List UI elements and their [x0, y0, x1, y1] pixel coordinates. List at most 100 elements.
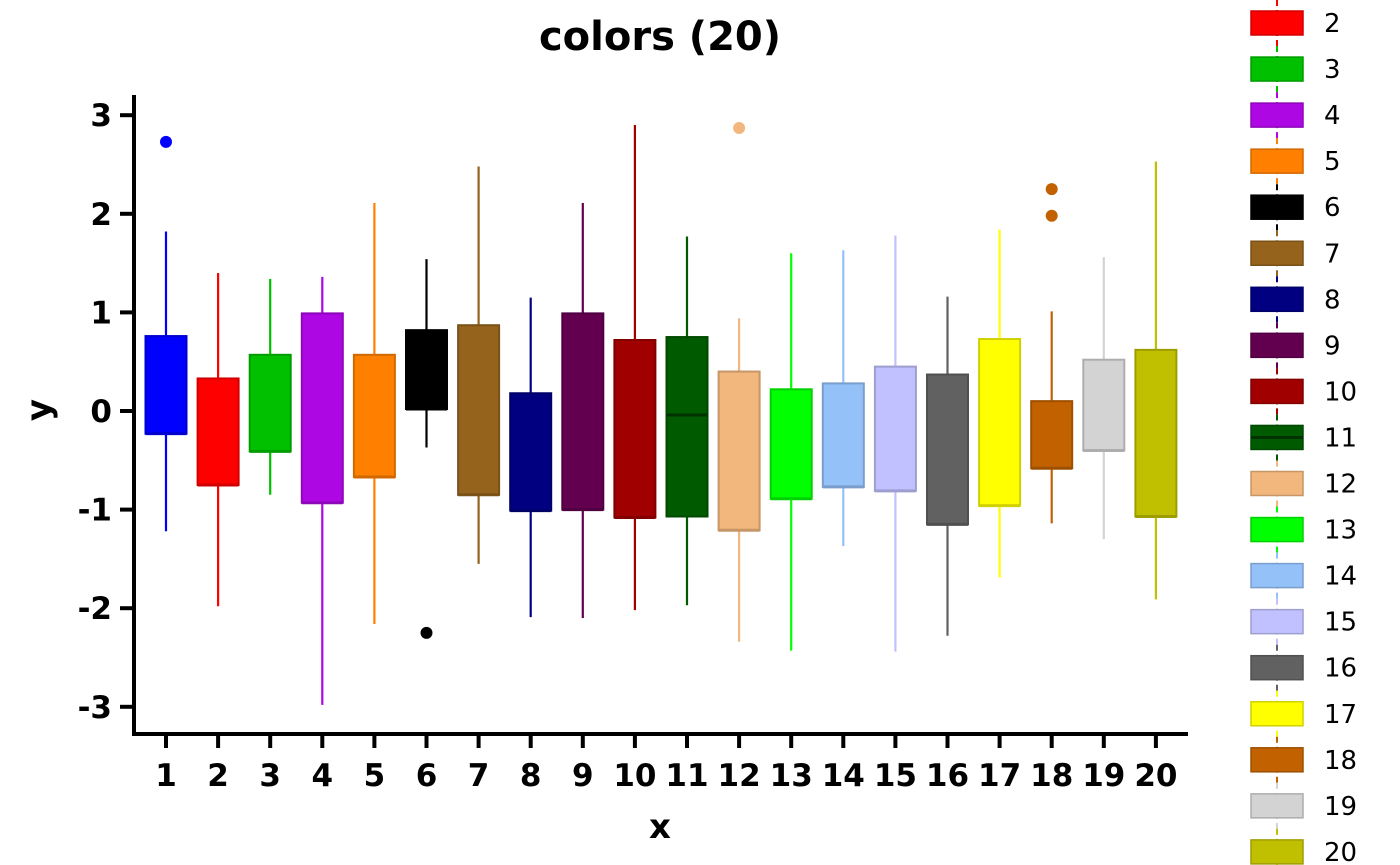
legend-item-19: 19 — [1250, 782, 1357, 829]
legend-item-14: 14 — [1250, 552, 1357, 599]
box-4 — [300, 312, 344, 504]
legend-key-13 — [1250, 516, 1304, 543]
legend-key-14 — [1250, 562, 1304, 589]
x-tick-label: 10 — [613, 758, 656, 794]
legend-item-16: 16 — [1250, 644, 1357, 691]
legend-item-12: 12 — [1250, 460, 1357, 507]
x-tick-label: 2 — [207, 758, 229, 794]
legend-key-16 — [1250, 654, 1304, 681]
legend-item-3: 3 — [1250, 46, 1341, 93]
legend-label-9: 9 — [1324, 331, 1341, 361]
legend-item-17: 17 — [1250, 690, 1357, 737]
legend-item-11: 11 — [1250, 414, 1357, 461]
legend-label-8: 8 — [1324, 285, 1341, 315]
box-17 — [978, 338, 1022, 507]
box-group-3 — [248, 278, 292, 495]
x-axis-title: x — [649, 807, 671, 847]
y-tick-label: -2 — [78, 591, 112, 627]
legend-item-6: 6 — [1250, 184, 1341, 231]
legend-item-9: 9 — [1250, 322, 1341, 369]
box-6 — [405, 329, 448, 411]
x-tick-label: 15 — [874, 758, 917, 794]
x-tick-label: 13 — [770, 758, 813, 794]
box-10 — [613, 339, 657, 519]
box-11 — [665, 336, 709, 518]
box-group-9 — [561, 202, 605, 619]
legend-label-3: 3 — [1324, 55, 1341, 85]
legend-label-7: 7 — [1324, 239, 1341, 269]
box-group-12 — [717, 122, 761, 642]
legend-label-2: 2 — [1324, 9, 1341, 39]
x-tick-label: 5 — [364, 758, 386, 794]
box-20 — [1134, 348, 1178, 518]
legend-label-19: 19 — [1324, 792, 1357, 822]
box-group-17 — [978, 229, 1022, 578]
x-tick-label: 6 — [416, 758, 438, 794]
box-group-6 — [405, 259, 448, 639]
legend-item-5: 5 — [1250, 138, 1341, 185]
box-group-10 — [613, 125, 657, 611]
box-group-20 — [1134, 161, 1178, 600]
legend-key-8 — [1250, 286, 1304, 313]
y-tick-label: 0 — [90, 394, 112, 430]
y-tick-label: 3 — [90, 98, 112, 134]
x-tick-label: 3 — [259, 758, 281, 794]
x-tick-label: 14 — [822, 758, 865, 794]
legend-label-6: 6 — [1324, 193, 1341, 223]
box-group-18 — [1030, 183, 1074, 524]
x-tick-label: 1 — [155, 758, 177, 794]
legend-label-5: 5 — [1324, 147, 1341, 177]
outlier-18-1 — [1045, 183, 1058, 196]
box-8 — [509, 392, 553, 512]
legend-key-15 — [1250, 608, 1304, 635]
box-group-13 — [769, 253, 813, 651]
legend-label-20: 20 — [1324, 838, 1357, 865]
legend-label-16: 16 — [1324, 654, 1357, 684]
box-group-11 — [665, 236, 709, 606]
box-group-2 — [196, 272, 240, 607]
box-16 — [926, 373, 969, 526]
box-5 — [352, 353, 396, 479]
legend-key-3 — [1250, 56, 1304, 82]
legend-label-18: 18 — [1324, 746, 1357, 776]
legend-item-13: 13 — [1250, 506, 1357, 553]
legend-label-13: 13 — [1324, 516, 1357, 546]
legend-label-12: 12 — [1324, 470, 1357, 500]
legend-key-9 — [1250, 332, 1304, 359]
box-14 — [821, 382, 865, 488]
legend-key-17 — [1250, 701, 1304, 727]
x-tick-label: 7 — [468, 758, 490, 794]
box-group-16 — [926, 296, 969, 636]
legend-key-19 — [1250, 793, 1304, 819]
box-group-8 — [509, 297, 553, 618]
x-tick-label: 18 — [1030, 758, 1073, 794]
x-tick-label: 9 — [572, 758, 594, 794]
legend-key-18 — [1250, 747, 1304, 773]
legend-key-12 — [1250, 470, 1304, 497]
legend-item-4: 4 — [1250, 92, 1341, 139]
chart-title: colors (20) — [539, 14, 781, 60]
legend-label-11: 11 — [1324, 423, 1357, 453]
legend-label-17: 17 — [1324, 700, 1357, 730]
x-tick-label: 16 — [926, 758, 969, 794]
legend-key-5 — [1250, 148, 1304, 174]
box-13 — [769, 388, 813, 500]
legend-key-10 — [1250, 378, 1304, 405]
y-tick-label: 1 — [90, 295, 112, 331]
box-1 — [144, 335, 188, 435]
x-tick-label: 4 — [312, 758, 334, 794]
x-tick-label: 8 — [520, 758, 542, 794]
legend-key-7 — [1250, 240, 1304, 266]
box-9 — [561, 312, 605, 511]
box-group-19 — [1082, 257, 1126, 540]
legend-key-2 — [1250, 10, 1304, 36]
x-tick-label: 12 — [718, 758, 761, 794]
legend-item-2: 2 — [1250, 0, 1341, 46]
box-group-14 — [821, 250, 865, 547]
box-2 — [196, 377, 240, 486]
legend-key-6 — [1250, 194, 1304, 220]
x-tick-label: 19 — [1082, 758, 1125, 794]
box-group-4 — [300, 276, 344, 705]
